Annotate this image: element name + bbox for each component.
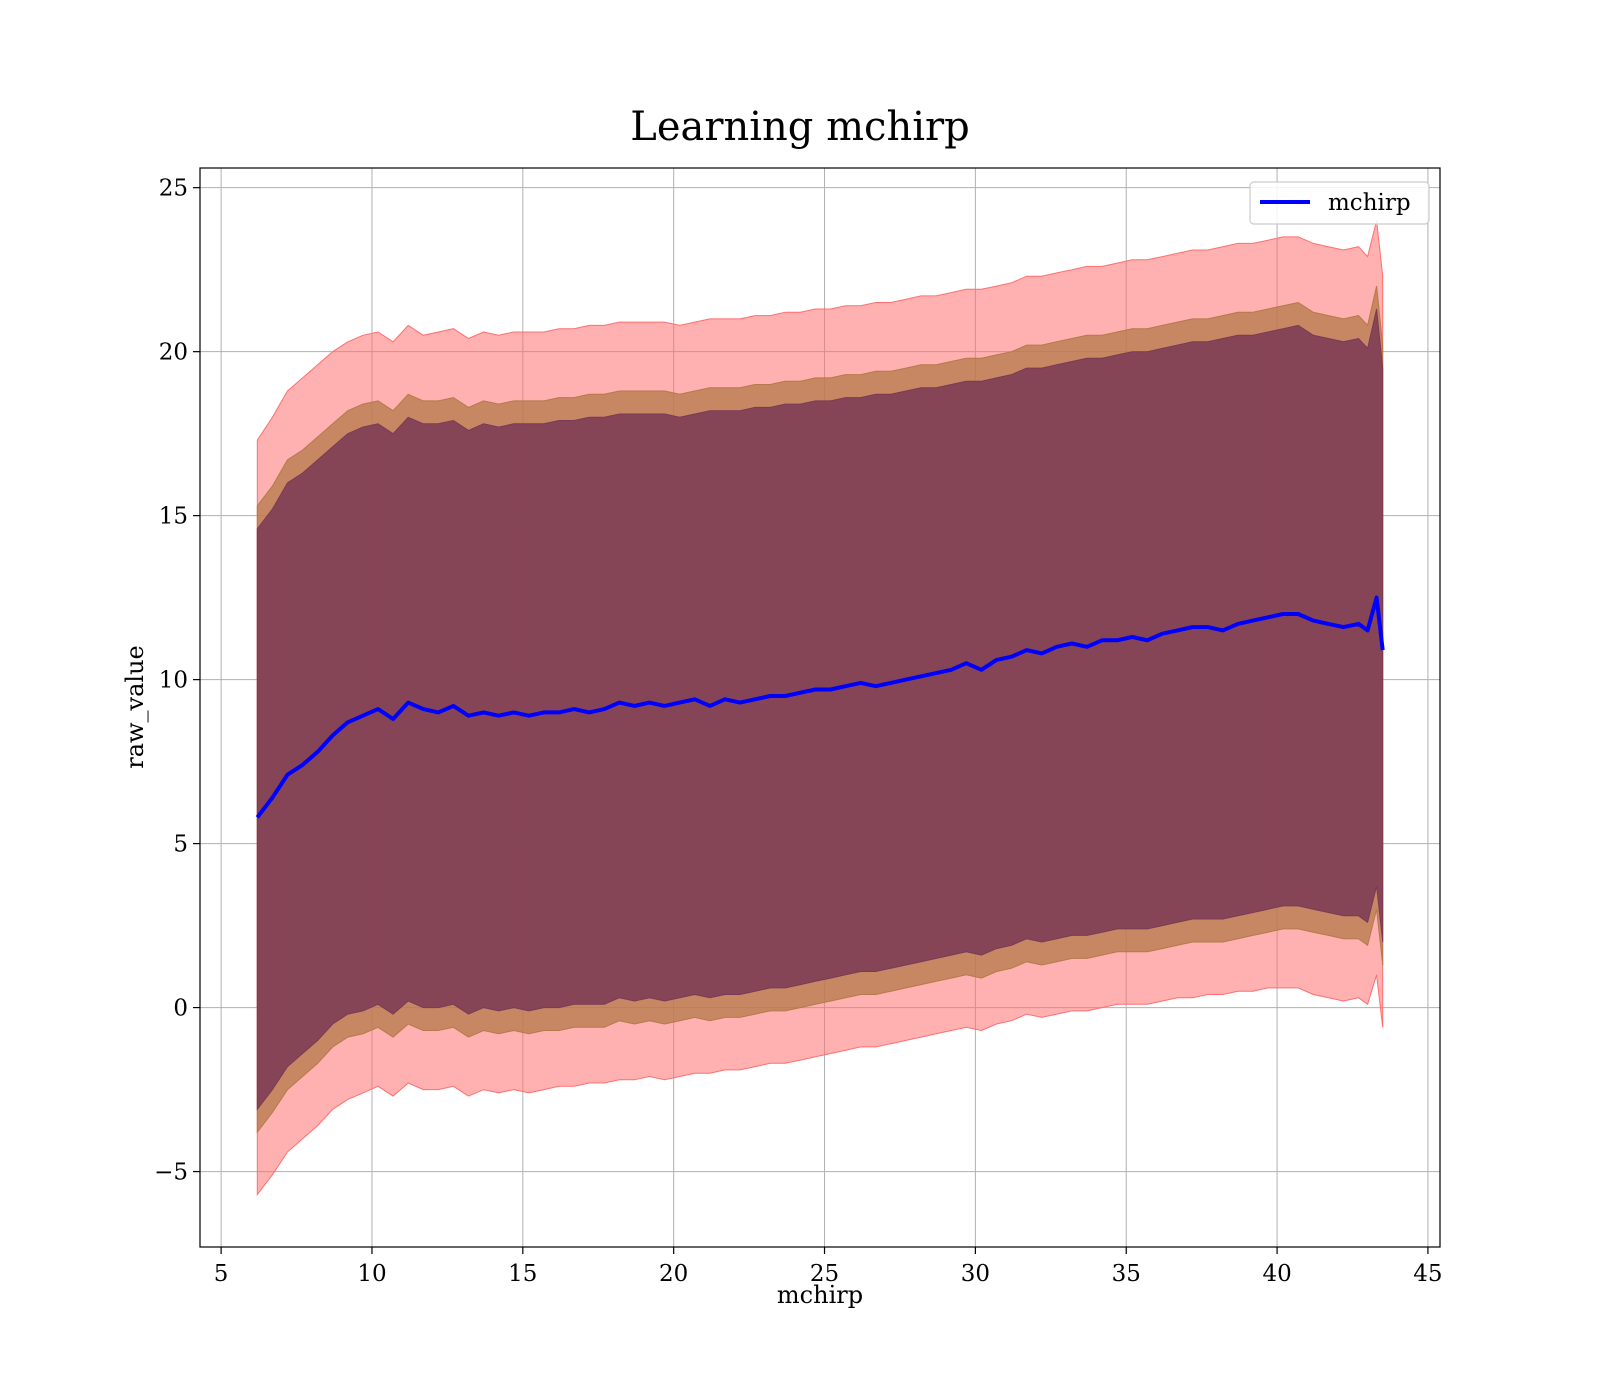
x-tick-label: 35 <box>1112 1261 1141 1287</box>
legend: mchirp <box>1249 181 1430 225</box>
y-tick-label: 10 <box>159 668 188 694</box>
legend-label: mchirp <box>1328 190 1411 216</box>
x-tick-label: 15 <box>508 1261 537 1287</box>
x-tick-label: 5 <box>214 1261 229 1287</box>
x-axis-label: mchirp <box>777 1281 863 1309</box>
x-tick-label: 10 <box>357 1261 386 1287</box>
y-tick-label: 20 <box>159 340 188 366</box>
x-axis-ticks: 5 10 15 20 25 30 35 40 45 <box>214 1247 1443 1287</box>
x-tick-label: 40 <box>1262 1261 1291 1287</box>
x-tick-label: 30 <box>961 1261 990 1287</box>
series-line-mchirp <box>255 595 1385 819</box>
y-tick-label: 25 <box>159 176 188 202</box>
inner-band <box>256 308 1384 1111</box>
y-axis-label: raw_value <box>121 645 149 769</box>
x-tick-label: 20 <box>659 1261 688 1287</box>
x-tick-label: 25 <box>810 1261 839 1287</box>
x-tick-label: 45 <box>1413 1261 1442 1287</box>
legend-box <box>1249 181 1430 225</box>
series-lines <box>255 595 1385 819</box>
chart-title: Learning mchirp <box>630 104 969 150</box>
y-tick-label: 5 <box>173 832 188 858</box>
y-tick-label: −5 <box>154 1160 188 1186</box>
y-axis-ticks: −5 0 5 10 15 20 25 <box>154 176 200 1186</box>
confidence-bands <box>256 220 1384 1196</box>
y-tick-label: 15 <box>159 504 188 530</box>
y-tick-label: 0 <box>173 996 188 1022</box>
plot-frame <box>199 167 1441 1248</box>
